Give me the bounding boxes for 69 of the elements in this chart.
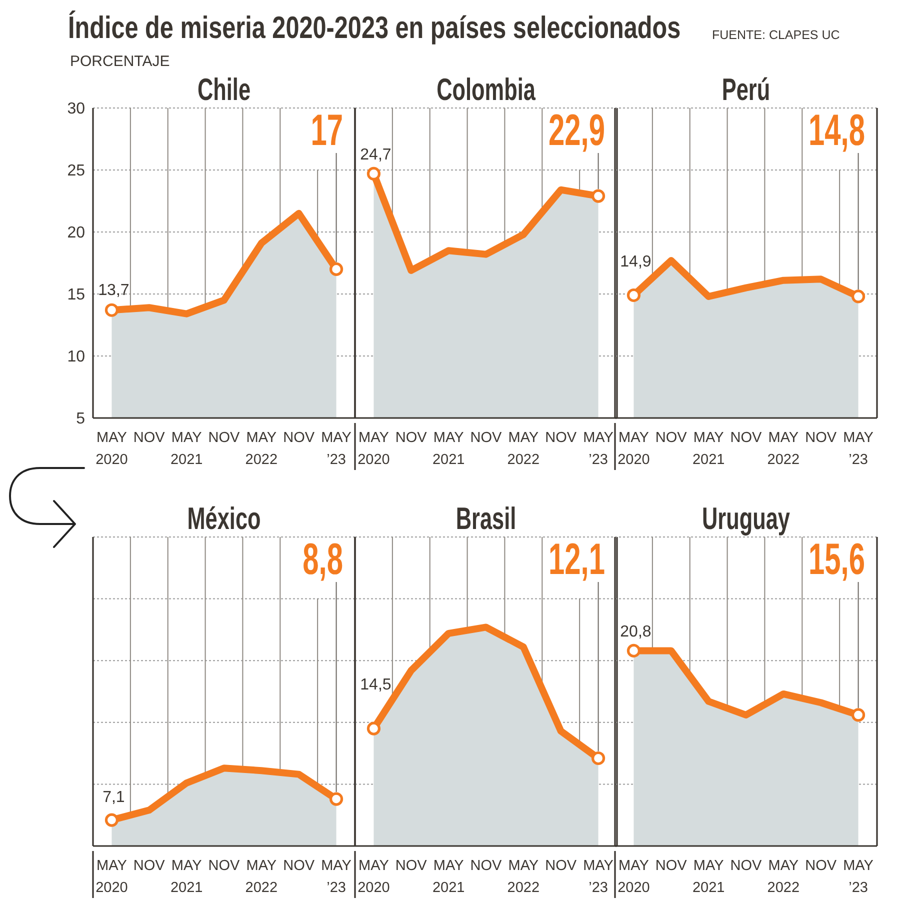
x-tick-label: NOV: [470, 430, 502, 446]
chart-title: Brasil: [456, 501, 516, 536]
x-tick-label: MAY 2020: [96, 430, 128, 468]
x-tick-label: MAY 2022: [245, 858, 278, 896]
x-tick-label: NOV: [655, 430, 688, 446]
x-tick-label: MAY 2022: [245, 430, 278, 468]
x-tick-label: NOV: [133, 430, 166, 446]
x-tick-label: NOV: [730, 430, 762, 446]
x-tick-label: NOV: [805, 430, 837, 446]
data-label: 8,8: [302, 534, 343, 584]
source-note: FUENTE: CLAPES UC: [712, 28, 840, 42]
data-label: 14,8: [808, 104, 865, 154]
data-label: 13,7: [98, 282, 130, 300]
x-tick-label: NOV: [545, 430, 577, 446]
data-label: 14,5: [360, 676, 392, 694]
x-tick-label: MAY 2022: [767, 858, 800, 896]
x-tick-label: NOV: [805, 858, 837, 874]
y-tick-label: 10: [67, 348, 86, 366]
data-label: 14,9: [620, 253, 652, 270]
x-tick-label: MAY 2022: [507, 430, 540, 468]
x-tick-label: MAY 2021: [170, 858, 203, 896]
x-tick-label: NOV: [133, 858, 166, 874]
x-tick-label: MAY ’23: [843, 430, 874, 468]
x-tick-label: NOV: [283, 858, 315, 874]
x-tick-label: NOV: [395, 430, 428, 446]
x-tick-label: MAY 2021: [432, 858, 465, 896]
x-tick-label: MAY 2020: [358, 858, 390, 896]
x-tick-label: MAY 2020: [96, 858, 128, 896]
data-label: 12,1: [548, 534, 605, 584]
y-axis-title: PORCENTAJE: [70, 53, 170, 70]
x-tick-label: NOV: [470, 858, 502, 874]
chart-title: Perú: [722, 72, 770, 107]
x-tick-label: MAY 2020: [618, 430, 650, 468]
y-tick-label: 15: [67, 286, 86, 304]
x-tick-label: NOV: [730, 858, 762, 874]
chart-title: Uruguay: [702, 501, 790, 536]
x-tick-label: MAY 2022: [767, 430, 800, 468]
data-label: 22,9: [548, 104, 605, 154]
chart-title: Colombia: [436, 72, 536, 107]
y-tick-label: 30: [67, 100, 86, 118]
x-tick-label: NOV: [208, 858, 240, 874]
x-tick-label: MAY 2021: [170, 430, 203, 468]
data-label: 15,6: [808, 534, 865, 584]
x-tick-label: NOV: [395, 858, 428, 874]
x-tick-label: MAY 2021: [432, 430, 465, 468]
x-tick-label: NOV: [208, 430, 240, 446]
chart-title: Chile: [197, 72, 251, 107]
chart-title: México: [187, 501, 261, 536]
y-tick-label: 20: [67, 224, 86, 242]
x-tick-label: MAY ’23: [583, 858, 614, 896]
x-tick-label: MAY 2021: [692, 858, 725, 896]
data-label: 7,1: [102, 788, 125, 806]
x-tick-label: MAY ’23: [843, 858, 874, 896]
x-tick-label: MAY 2021: [692, 430, 725, 468]
data-label: 17: [310, 104, 343, 154]
y-tick-label: 5: [76, 410, 86, 428]
x-tick-label: NOV: [655, 858, 688, 874]
x-tick-label: MAY 2020: [358, 430, 390, 468]
x-tick-label: MAY ’23: [583, 430, 614, 468]
x-tick-label: NOV: [283, 430, 315, 446]
data-label: 24,7: [360, 146, 392, 164]
x-tick-label: NOV: [545, 858, 577, 874]
x-tick-label: MAY ’23: [321, 430, 352, 468]
x-tick-label: MAY 2020: [618, 858, 650, 896]
text: Índice de miseria 2020-2023 en países seleccionados: [68, 10, 681, 45]
data-label: 20,8: [620, 624, 652, 641]
y-tick-label: 25: [67, 162, 86, 180]
x-tick-label: MAY 2022: [507, 858, 540, 896]
x-tick-label: MAY ’23: [321, 858, 352, 896]
